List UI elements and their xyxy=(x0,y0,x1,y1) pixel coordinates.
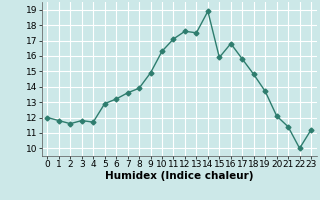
X-axis label: Humidex (Indice chaleur): Humidex (Indice chaleur) xyxy=(105,171,253,181)
